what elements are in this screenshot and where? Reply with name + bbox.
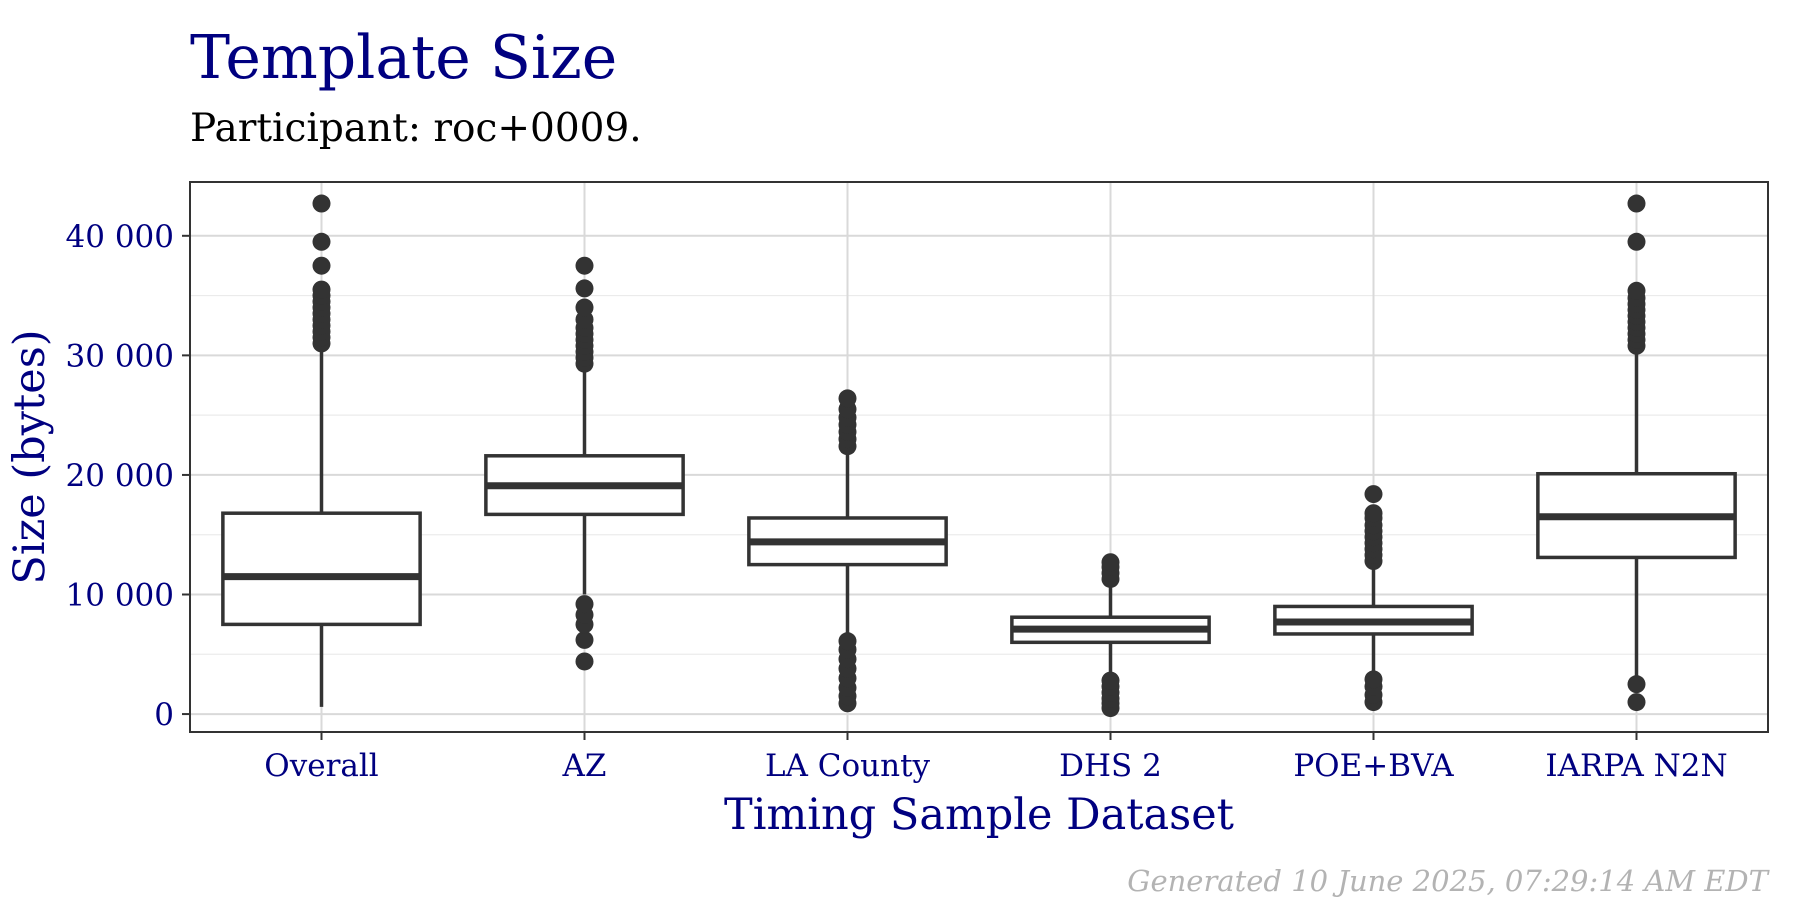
box-overall	[221, 194, 422, 707]
outlier-point	[1627, 194, 1646, 213]
outlier-point	[575, 298, 594, 317]
box-la-county	[747, 389, 948, 713]
outlier-point	[312, 232, 331, 251]
outlier-point	[312, 256, 331, 275]
outlier-point	[575, 630, 594, 649]
outlier-point	[1627, 232, 1646, 251]
x-tick-label: IARPA N2N	[1545, 748, 1727, 784]
x-axis-title: Timing Sample Dataset	[724, 790, 1234, 840]
generated-caption: Generated 10 June 2025, 07:29:14 AM EDT	[1127, 864, 1770, 898]
box-dhs-2	[1010, 553, 1211, 718]
outlier-point	[312, 280, 331, 299]
y-tick-label: 0	[154, 697, 174, 733]
outlier-point	[1627, 693, 1646, 712]
x-tick-label: Overall	[264, 748, 378, 784]
outlier-point	[838, 389, 857, 408]
y-tick-label: 30 000	[66, 338, 174, 374]
outlier-point	[1364, 504, 1383, 523]
outlier-point	[1364, 670, 1383, 689]
x-tick-label: POE+BVA	[1293, 748, 1454, 784]
y-tick-label: 20 000	[66, 458, 174, 494]
outlier-point	[1627, 281, 1646, 300]
chart-title: Template Size	[190, 23, 617, 93]
box-az	[484, 256, 685, 671]
outlier-point	[1101, 553, 1120, 572]
x-axis: Overall AZ LA County DHS 2 POE+BVA IARPA N2N	[264, 732, 1728, 784]
chart-subtitle: Participant: roc+0009.	[190, 106, 642, 151]
y-axis: 0 10 000 20 000 30 000 40 000	[66, 219, 190, 733]
box-iqr	[221, 511, 422, 627]
x-tick-label: DHS 2	[1059, 748, 1162, 784]
x-tick-label: AZ	[562, 748, 607, 784]
outlier-point	[1627, 675, 1646, 694]
panel-border	[189, 181, 1769, 733]
y-tick-label: 40 000	[66, 219, 174, 255]
x-tick-label: LA County	[765, 748, 931, 784]
box-poe-bva	[1273, 485, 1474, 712]
outlier-point	[1364, 485, 1383, 504]
outlier-point	[575, 595, 594, 614]
y-axis-title: Size (bytes)	[5, 329, 55, 584]
box-iarpa-n2n	[1536, 194, 1737, 712]
outlier-point	[575, 256, 594, 275]
grid	[190, 182, 1768, 732]
outlier-point	[838, 632, 857, 651]
outlier-point	[575, 652, 594, 671]
outlier-point	[312, 194, 331, 213]
outlier-point	[575, 279, 594, 298]
y-tick-label: 10 000	[66, 578, 174, 614]
outlier-point	[1101, 671, 1120, 690]
boxes	[221, 194, 1737, 718]
